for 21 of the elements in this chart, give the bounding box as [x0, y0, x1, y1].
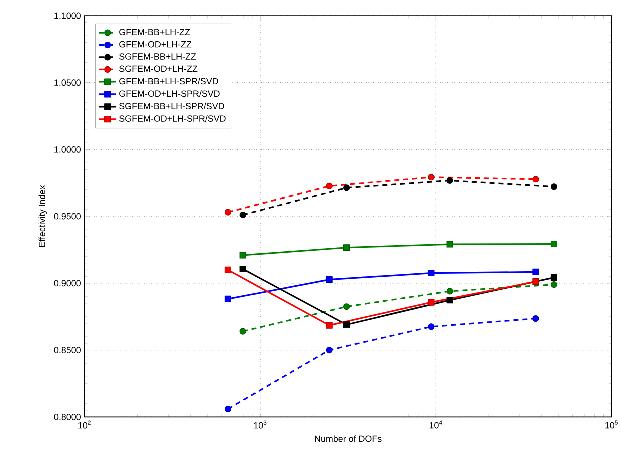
legend-label: SGFEM-BB+LH-ZZ: [120, 54, 196, 60]
legend-label: GFEM-OD+LH-SPR/SVD: [120, 90, 220, 98]
x-tick-label: 10$^{3}$: [254, 420, 267, 429]
x-tick-label: 10$^{4}$: [430, 420, 442, 429]
y-tick-label: 0.9500: [54, 213, 81, 220]
x-axis-title: Number of DOFs: [315, 436, 382, 442]
legend-label: GFEM-BB+LH-ZZ: [120, 29, 190, 36]
legend-label: GFEM-BB+LH-SPR/SVD: [120, 78, 218, 85]
legend-label: SGFEM-BB+LH-SPR/SVD: [120, 102, 224, 110]
x-tick-label: 10$^{2}$: [78, 420, 91, 429]
y-tick-label: 0.8000: [54, 414, 81, 420]
y-tick-label: 0.9000: [54, 280, 81, 287]
legend-label: SGFEM-OD+LH-SPR/SVD: [120, 115, 226, 122]
y-tick-label: 1.0000: [54, 146, 81, 153]
legend-label: SGFEM-OD+LH-ZZ: [120, 66, 198, 72]
y-axis-title: Effectivity Index: [38, 185, 48, 248]
y-tick-label: 0.8500: [54, 347, 81, 354]
y-tick-label: 1.1000: [54, 12, 81, 20]
x-tick-label: 10$^{5}$: [606, 420, 618, 429]
y-tick-label: 1.0500: [54, 80, 81, 86]
legend-label: GFEM-OD+LH-ZZ: [120, 41, 192, 48]
